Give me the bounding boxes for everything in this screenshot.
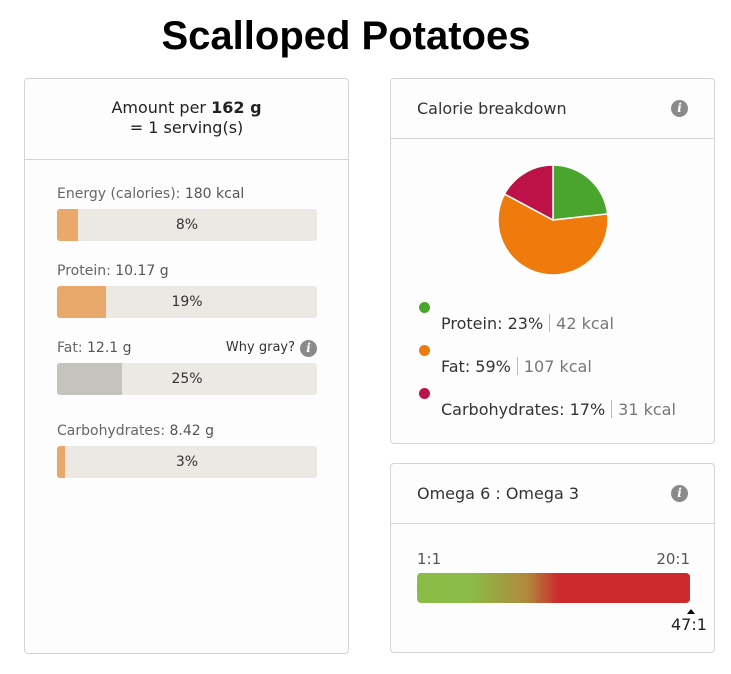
nutrient-name: Carbohydrates: (57, 423, 166, 439)
pie-svg (497, 164, 609, 276)
nutrient-protein: Protein: 10.17 g 19% (57, 261, 317, 318)
nutrient-value: 12.1 g (87, 340, 132, 356)
nutrient-label: Protein: 10.17 g (57, 261, 317, 281)
calorie-pie-chart (497, 164, 609, 276)
nutrient-name: Energy (calories): (57, 186, 181, 202)
legend-kcal: 31 kcal (618, 400, 676, 419)
pie-slice-protein (552, 164, 609, 221)
nutrient-bar: 8% (57, 209, 317, 241)
nutrient-percent: 8% (175, 217, 199, 233)
pie-slice-fat (497, 193, 609, 276)
ratio-min-label: 1:1 (417, 550, 442, 568)
legend-text: Fat: 59% 107 kcal (441, 357, 592, 376)
info-icon[interactable]: i (671, 485, 688, 502)
nutrient-bar-fill (57, 446, 65, 478)
nutrient-value: 180 kcal (184, 186, 245, 202)
info-icon[interactable]: i (671, 100, 688, 117)
nutrient-label: Carbohydrates: 8.42 g (57, 421, 317, 441)
legend-name: Fat (441, 357, 465, 376)
nutrient-bar: 25% (57, 363, 317, 395)
nutrient-value: 10.17 g (115, 263, 169, 279)
legend-name: Carbohydrates (441, 400, 560, 419)
legend-percent: 59% (475, 357, 511, 376)
legend-name: Protein (441, 314, 498, 333)
calorie-breakdown-panel: Calorie breakdown i Protein: 23% 42 kcal … (390, 78, 715, 444)
calorie-breakdown-title: Calorie breakdown (417, 99, 567, 118)
nutrient-panel: Amount per 162 g = 1 serving(s) Energy (… (24, 78, 349, 654)
legend-text: Protein: 23% 42 kcal (441, 314, 614, 333)
nutrient-name: Protein: (57, 263, 111, 279)
nutrient-percent: 25% (171, 371, 203, 387)
legend-dot (419, 388, 430, 399)
pie-slice-carbohydrates (503, 164, 554, 222)
legend-separator (549, 314, 551, 332)
amount-prefix: Amount per (111, 98, 207, 117)
amount-header: Amount per 162 g = 1 serving(s) (25, 79, 348, 160)
why-gray-link[interactable]: Why gray? i (226, 338, 317, 358)
nutrient-bar: 3% (57, 446, 317, 478)
amount-line: Amount per 162 g (25, 98, 348, 118)
nutrient-bar: 19% (57, 286, 317, 318)
legend-kcal: 42 kcal (556, 314, 614, 333)
legend-dot (419, 345, 430, 356)
calorie-breakdown-header: Calorie breakdown i (391, 79, 714, 139)
legend-percent: 17% (569, 400, 606, 419)
why-gray-label: Why gray? (225, 340, 295, 355)
nutrient-name: Fat: (57, 340, 83, 356)
ratio-max-label: 20:1 (656, 550, 690, 568)
legend-separator (516, 357, 518, 375)
legend-separator (611, 400, 613, 418)
nutrient-percent: 19% (171, 294, 203, 310)
nutrient-label: Energy (calories): 180 kcal (57, 184, 317, 204)
info-icon: i (300, 339, 317, 357)
ratio-value: 47:1 (671, 615, 707, 634)
nutrient-label: Fat: 12.1 g Why gray? i (57, 338, 317, 358)
omega-ratio-title: Omega 6 : Omega 3 (417, 484, 580, 503)
nutrient-bar-fill (57, 286, 107, 318)
serving-line: = 1 serving(s) (129, 118, 244, 137)
amount-weight: 162 g (211, 98, 262, 117)
page-title: Scalloped Potatoes (161, 14, 531, 58)
nutrient-carbohydrates: Carbohydrates: 8.42 g 3% (57, 421, 317, 478)
legend-text: Carbohydrates: 17% 31 kcal (441, 400, 676, 419)
nutrient-value: 8.42 g (169, 423, 215, 439)
omega-ratio-header: Omega 6 : Omega 3 i (391, 464, 714, 524)
legend-percent: 23% (507, 314, 544, 333)
nutrient-fat: Fat: 12.1 g Why gray? i 25% (57, 338, 317, 395)
legend-dot (419, 302, 430, 313)
ratio-gradient-bar (417, 573, 690, 603)
nutrient-percent: 3% (175, 454, 199, 470)
nutrient-bar-fill (57, 363, 122, 395)
omega-ratio-panel: Omega 6 : Omega 3 i 1:1 20:1 47:1 (390, 463, 715, 653)
ratio-marker-icon (687, 609, 695, 614)
nutrient-energy: Energy (calories): 180 kcal 8% (57, 184, 317, 241)
legend-kcal: 107 kcal (523, 357, 592, 376)
nutrient-bar-fill (57, 209, 78, 241)
